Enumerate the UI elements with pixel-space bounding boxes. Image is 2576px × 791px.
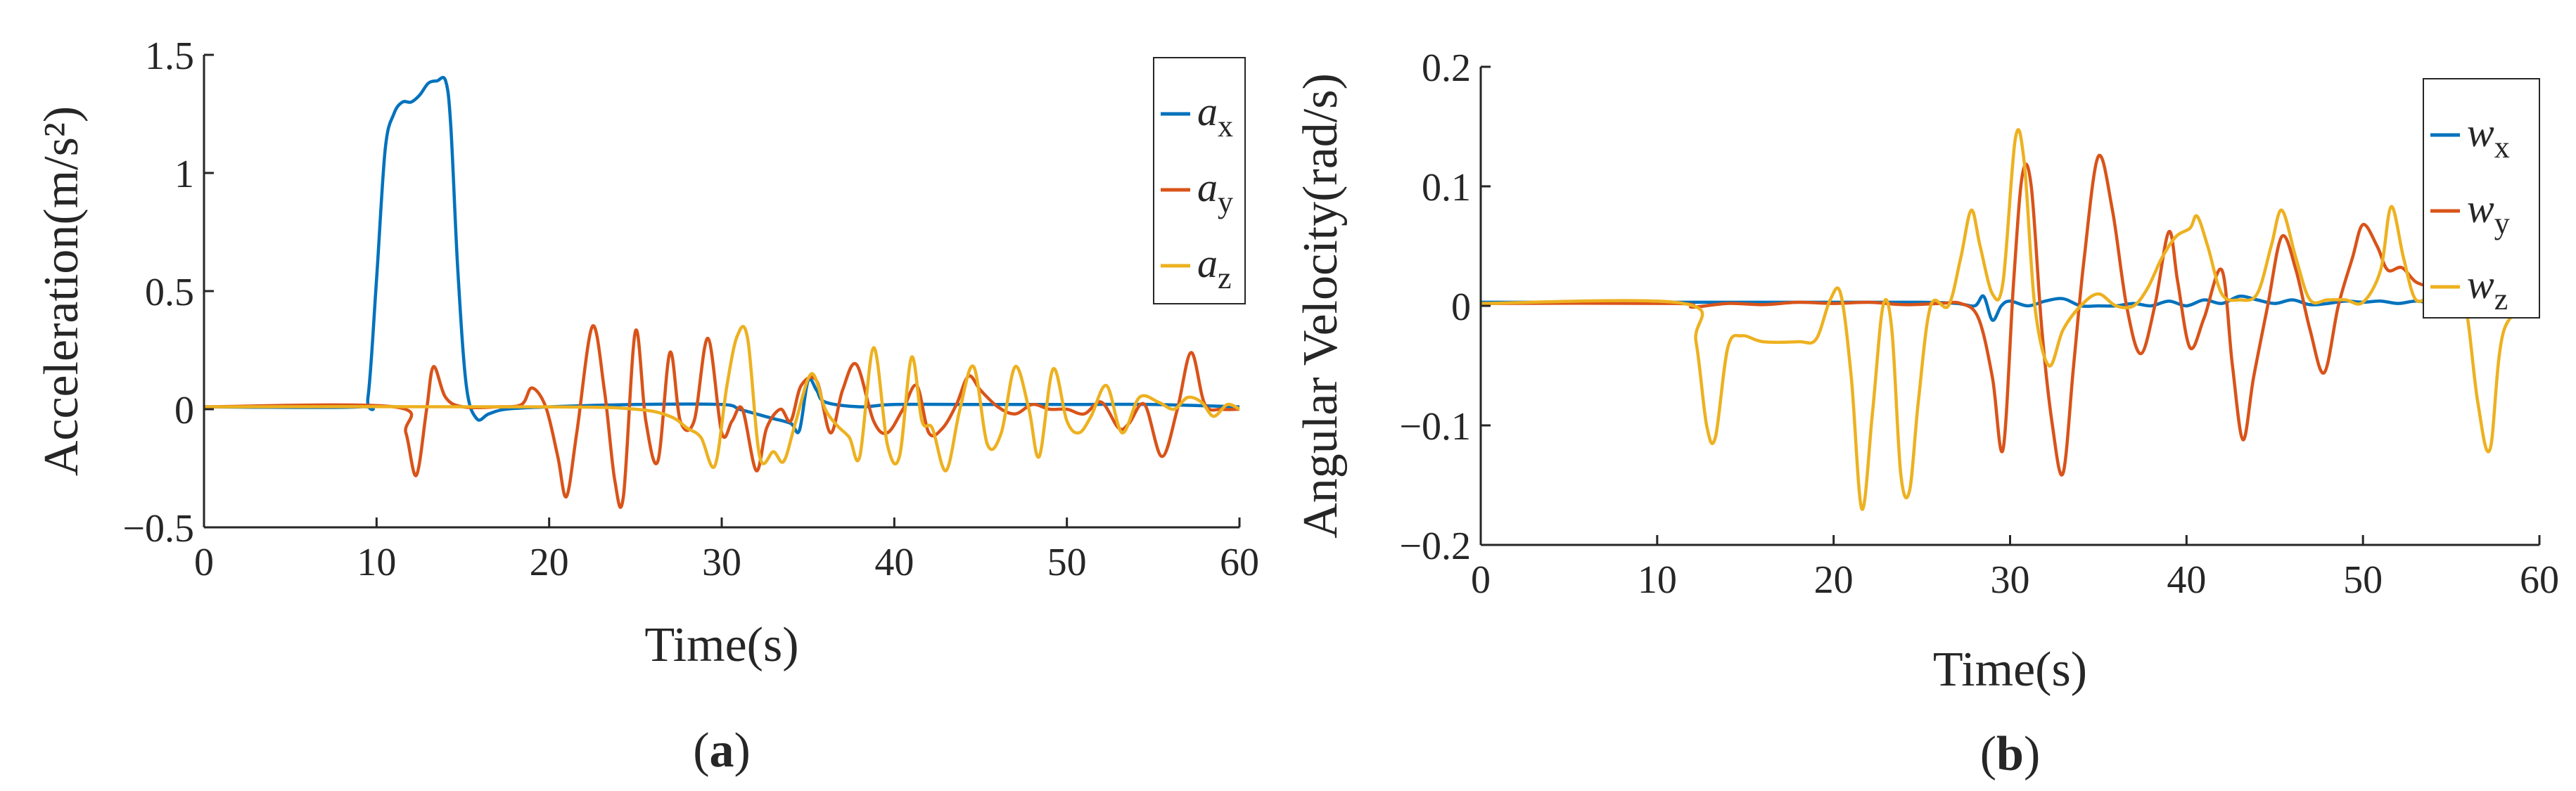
x-tick-label: 20 — [1814, 558, 1854, 602]
x-tick-label: 40 — [874, 541, 914, 584]
x-tick-label: 30 — [1991, 558, 2030, 602]
y-tick-label: −0.2 — [1399, 525, 1471, 568]
y-tick-label: −0.5 — [122, 507, 194, 551]
x-tick-label: 50 — [2343, 558, 2383, 602]
series-line-ay — [203, 324, 1240, 509]
y-tick-label: 0.1 — [1422, 166, 1471, 210]
series-line-wz — [1480, 128, 2541, 511]
chart-acceleration: 0 10 20 30 40 50 60−0.500.511.5Time(s)Accelera… — [34, 34, 1259, 778]
legend-box — [1153, 57, 1246, 304]
x-axis-label: Time(s) — [644, 618, 798, 672]
legend: wx wy wz — [2423, 78, 2540, 319]
x-axis-label: Time(s) — [1933, 643, 2087, 697]
legend-entry-wz: wz — [2467, 262, 2508, 316]
y-axis-label: Acceleration(m/s²) — [34, 106, 89, 476]
series-line-wy — [1480, 153, 2540, 477]
series-line-ax — [203, 75, 1240, 435]
y-tick-label: −0.1 — [1399, 405, 1471, 449]
panel-label: (a) — [693, 724, 751, 778]
y-tick-label: 0.5 — [145, 271, 194, 314]
y-tick-label: 1.5 — [145, 34, 194, 78]
x-tick-label: 60 — [2520, 558, 2559, 602]
legend: ax ay az — [1153, 57, 1246, 304]
chart-angular-velocity: 0 10 20 30 40 50 60 −0.2 −0.1 0 0.1 0.2 Time(s) Angul… — [1294, 46, 2559, 781]
legend-entry-wy: wy — [2467, 186, 2510, 240]
x-tick-label: 50 — [1047, 541, 1087, 584]
x-tick-label: 10 — [357, 541, 396, 584]
x-tick-label: 0 — [194, 541, 214, 584]
legend-entry-az: az — [1197, 240, 1232, 295]
legend-entry-wx: wx — [2467, 110, 2510, 165]
x-tick-label: 0 — [1471, 558, 1491, 602]
y-tick-label: 0 — [1451, 285, 1471, 329]
panel-label: (b) — [1980, 727, 2041, 781]
x-tick-label: 30 — [702, 541, 741, 584]
y-axis-label: Angular Velocity(rad/s) — [1294, 73, 1348, 539]
legend-box — [2423, 78, 2540, 319]
legend-entry-ax: ax — [1197, 89, 1233, 143]
legend-entry-ay: ay — [1197, 165, 1233, 219]
x-tick-label: 10 — [1638, 558, 1677, 602]
series-line-az — [203, 325, 1241, 472]
y-tick-label: 1 — [174, 153, 194, 196]
x-tick-label: 60 — [1220, 541, 1259, 584]
x-tick-label: 40 — [2167, 558, 2206, 602]
y-tick-label: 0 — [174, 389, 194, 432]
x-tick-label: 20 — [530, 541, 569, 584]
y-tick-label: 0.2 — [1422, 46, 1471, 90]
